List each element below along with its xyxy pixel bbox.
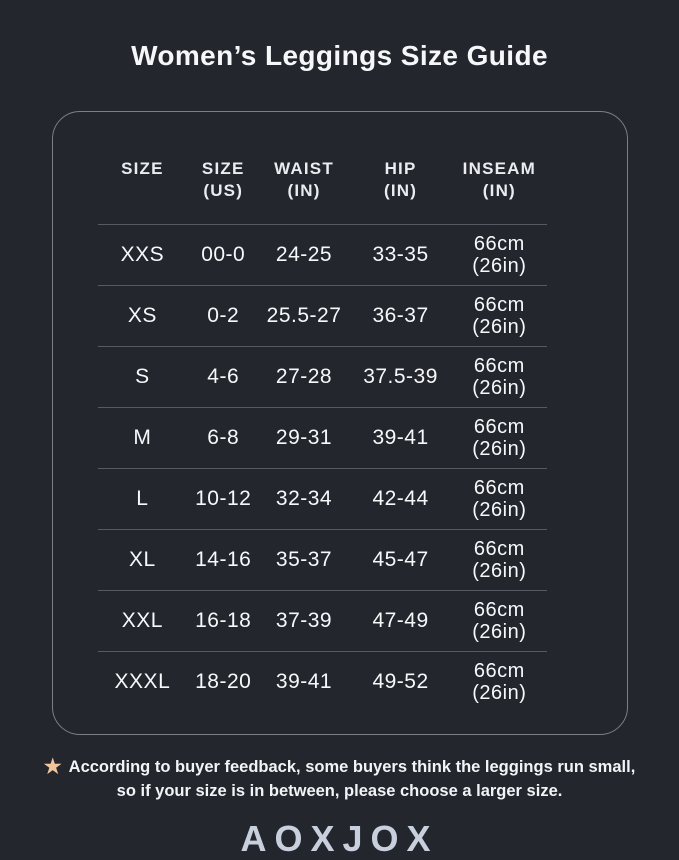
- header-size-us: SIZE (US): [187, 112, 260, 225]
- cell-size: XXL: [97, 590, 188, 652]
- header-size-us-line1: SIZE: [201, 159, 245, 178]
- table-header-row: SIZE SIZE (US) WAIST (IN) HIP (IN) INSEA…: [97, 112, 547, 225]
- table-row: XXL 16-18 37-39 47-49 66cm (26in): [97, 590, 547, 652]
- cell-hip: 47-49: [348, 590, 453, 652]
- cell-size: XL: [97, 529, 188, 591]
- cell-hip: 45-47: [348, 529, 453, 591]
- header-waist-line2: (IN): [287, 181, 321, 200]
- cell-size: M: [97, 407, 188, 469]
- cell-size: L: [97, 468, 188, 530]
- cell-size-us: 4-6: [187, 346, 260, 408]
- header-hip-line2: (IN): [383, 181, 418, 200]
- brand-logo: AOXJOX: [240, 818, 439, 859]
- cell-inseam-in: (26in): [472, 377, 527, 399]
- cell-size: XXXL: [114, 670, 171, 693]
- cell-size-us: 00-0: [187, 224, 260, 286]
- cell-hip: 37.5-39: [348, 346, 453, 408]
- header-size-line1: SIZE: [121, 159, 164, 178]
- cell-inseam: 66cm (26in): [452, 285, 547, 347]
- cell-waist: 39-41: [275, 670, 333, 693]
- cell-waist: 32-34: [259, 468, 349, 530]
- table-row: XXS 00-0 24-25 33-35 66cm (26in): [97, 224, 547, 286]
- cell-inseam-cm: 66cm: [473, 599, 525, 621]
- table-row: L 10-12 32-34 42-44 66cm (26in): [97, 468, 547, 530]
- cell-inseam-in: (26in): [472, 682, 527, 704]
- cell-waist: 25.5-27: [259, 285, 349, 347]
- cell-inseam-cm: 66cm: [473, 233, 525, 255]
- cell-inseam-cm: 66cm: [473, 660, 525, 682]
- header-size-us-line2: (US): [203, 181, 244, 200]
- table-row: M 6-8 29-31 39-41 66cm (26in): [97, 407, 547, 469]
- cell-waist: 27-28: [259, 346, 349, 408]
- cell-waist: 24-25: [259, 224, 349, 286]
- cell-inseam-in: (26in): [472, 255, 527, 277]
- table-row: S 4-6 27-28 37.5-39 66cm (26in): [97, 346, 547, 408]
- cell-inseam-in: (26in): [472, 438, 527, 460]
- cell-inseam-cm: 66cm: [473, 416, 525, 438]
- cell-size-us: 6-8: [187, 407, 260, 469]
- cell-hip: 36-37: [348, 285, 453, 347]
- cell-inseam: 66cm (26in): [452, 468, 547, 530]
- cell-inseam-cm: 66cm: [473, 538, 525, 560]
- cell-inseam: 66cm (26in): [452, 346, 547, 408]
- header-inseam-line1: INSEAM: [462, 159, 536, 178]
- cell-waist: 37-39: [259, 590, 349, 652]
- table-row: XS 0-2 25.5-27 36-37 66cm (26in): [97, 285, 547, 347]
- cell-inseam-in: (26in): [472, 316, 527, 338]
- table-row: XXXL 18-20 39-41 49-52 66cm (26in): [98, 652, 547, 713]
- cell-hip: 49-52: [372, 670, 429, 693]
- header-hip-line1: HIP: [384, 159, 417, 178]
- cell-size-us: 10-12: [187, 468, 260, 530]
- cell-inseam-in: (26in): [472, 499, 527, 521]
- header-waist-line1: WAIST: [274, 159, 334, 178]
- cell-inseam: 66cm (26in): [452, 590, 547, 652]
- footnote-text: According to buyer feedback, some buyers…: [68, 758, 636, 800]
- header-inseam: INSEAM (IN): [452, 112, 547, 225]
- cell-size-us: 16-18: [187, 590, 260, 652]
- cell-inseam-cm: 66cm: [473, 355, 525, 377]
- cell-hip: 42-44: [348, 468, 453, 530]
- page-title: Women’s Leggings Size Guide: [131, 40, 548, 71]
- cell-hip: 39-41: [348, 407, 453, 469]
- cell-waist: 29-31: [259, 407, 349, 469]
- header-inseam-line2: (IN): [482, 181, 516, 200]
- header-waist: WAIST (IN): [259, 112, 349, 225]
- cell-hip: 33-35: [348, 224, 453, 286]
- table-row: XL 14-16 35-37 45-47 66cm (26in): [97, 529, 547, 591]
- cell-inseam-in: (26in): [472, 560, 527, 582]
- cell-size-us: 0-2: [187, 285, 260, 347]
- cell-inseam-cm: 66cm: [473, 294, 525, 316]
- cell-inseam-cm: 66cm: [473, 477, 525, 499]
- header-hip: HIP (IN): [348, 112, 453, 225]
- cell-inseam-in: (26in): [472, 621, 527, 643]
- size-table: SIZE SIZE (US) WAIST (IN) HIP (IN) INSEA…: [97, 112, 547, 713]
- cell-inseam: 66cm (26in): [452, 224, 547, 286]
- cell-size: S: [97, 346, 188, 408]
- cell-inseam: 66cm (26in): [452, 529, 547, 591]
- cell-size: XS: [97, 285, 188, 347]
- cell-inseam: 66cm (26in): [452, 407, 547, 469]
- cell-inseam: 66cm (26in): [452, 652, 546, 713]
- cell-size-us: 14-16: [187, 529, 260, 591]
- star-icon: ★: [43, 756, 62, 778]
- cell-waist: 35-37: [259, 529, 349, 591]
- cell-size-us: 18-20: [195, 670, 252, 693]
- header-size: SIZE: [97, 112, 188, 225]
- footnote: ★ According to buyer feedback, some buyer…: [37, 755, 643, 803]
- size-guide-card: SIZE SIZE (US) WAIST (IN) HIP (IN) INSEA…: [51, 111, 628, 735]
- cell-size: XXS: [97, 224, 188, 286]
